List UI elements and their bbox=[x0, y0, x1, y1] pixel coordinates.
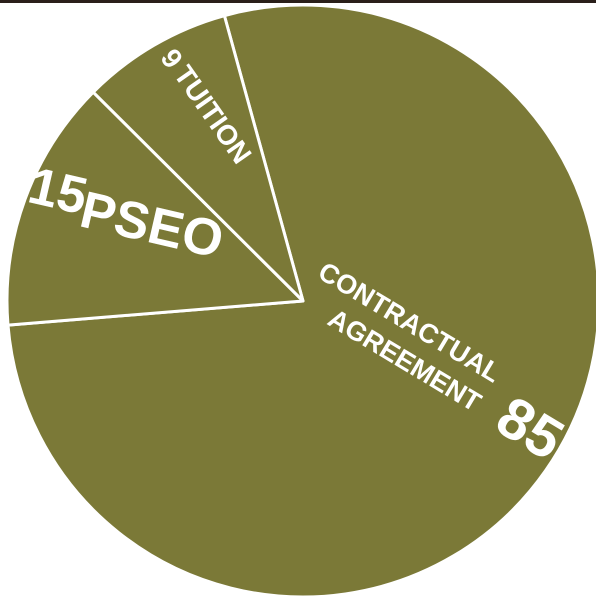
top-rule bbox=[0, 0, 596, 3]
pie-slice-pseo bbox=[5, 90, 305, 327]
pie-slice-contractual-agreement bbox=[6, 3, 596, 597]
pie-slice-tuition bbox=[91, 14, 305, 303]
slice-value-pseo: 15 bbox=[23, 157, 92, 227]
